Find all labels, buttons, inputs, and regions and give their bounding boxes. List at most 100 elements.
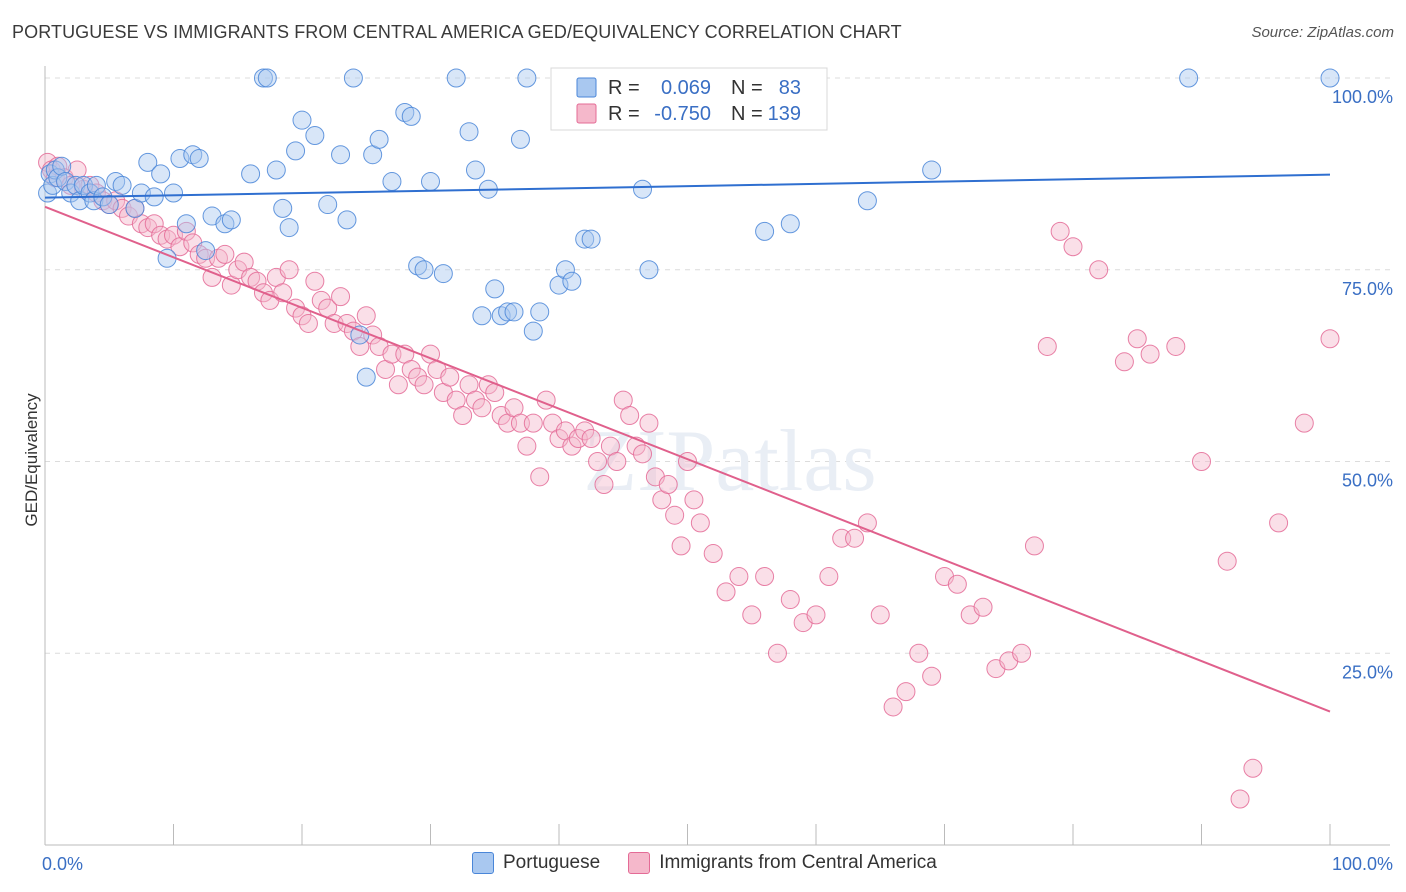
point-portuguese	[581, 229, 601, 249]
point-portuguese	[189, 149, 209, 169]
stats-n-value-portuguese: 83	[779, 77, 801, 99]
point-immigrants	[575, 421, 595, 441]
point-portuguese	[465, 160, 485, 180]
point-portuguese	[414, 260, 434, 280]
point-immigrants	[671, 536, 691, 556]
point-immigrants	[620, 405, 640, 425]
point-portuguese	[857, 191, 877, 211]
point-immigrants	[440, 367, 460, 387]
point-portuguese	[575, 229, 595, 249]
point-portuguese	[279, 218, 299, 238]
stats-swatch-portuguese	[576, 77, 597, 98]
point-immigrants	[356, 306, 376, 326]
point-portuguese	[755, 221, 775, 241]
point-immigrants	[273, 283, 293, 303]
point-portuguese	[131, 183, 151, 203]
point-portuguese	[286, 141, 306, 161]
point-immigrants	[305, 271, 325, 291]
point-immigrants	[562, 436, 582, 456]
point-portuguese	[639, 260, 659, 280]
point-immigrants	[1320, 329, 1340, 349]
y-tick-label: 75.0%	[1342, 279, 1393, 299]
point-immigrants	[80, 175, 100, 195]
point-immigrants	[742, 605, 762, 625]
point-immigrants	[716, 582, 736, 602]
point-portuguese	[421, 172, 440, 192]
point-immigrants	[388, 375, 408, 395]
stats-legend: R = 0.069 N = 83 R = -0.750 N = 139	[550, 67, 828, 131]
point-immigrants	[1127, 329, 1147, 349]
y-tick-label: 25.0%	[1342, 662, 1393, 682]
point-portuguese	[151, 164, 171, 184]
point-portuguese	[257, 68, 277, 88]
point-immigrants	[755, 567, 775, 587]
point-portuguese	[401, 106, 421, 126]
chart-source: Source: ZipAtlas.com	[1251, 24, 1394, 41]
point-immigrants	[1230, 789, 1250, 809]
point-immigrants	[298, 313, 318, 333]
stats-r-value-portuguese: 0.069	[661, 77, 711, 99]
point-immigrants	[1192, 452, 1211, 471]
legend-item-portuguese: Portuguese	[472, 852, 600, 874]
point-portuguese	[241, 164, 261, 184]
point-immigrants	[1024, 536, 1044, 556]
point-portuguese	[196, 241, 216, 261]
point-portuguese	[164, 183, 183, 203]
stats-n-value-immigrants: 139	[768, 103, 801, 125]
point-immigrants	[819, 567, 839, 587]
point-immigrants	[909, 643, 929, 663]
point-portuguese	[1179, 68, 1199, 88]
point-portuguese	[485, 279, 505, 299]
point-immigrants	[215, 244, 235, 264]
point-immigrants	[845, 528, 865, 548]
point-portuguese	[459, 122, 479, 142]
point-immigrants	[665, 505, 685, 525]
point-immigrants	[1050, 221, 1070, 241]
point-immigrants	[1140, 344, 1160, 364]
point-immigrants	[684, 490, 704, 510]
stats-r-value-immigrants: -0.750	[654, 103, 711, 125]
point-immigrants	[311, 290, 331, 310]
y-tick-label: 50.0%	[1342, 471, 1393, 491]
point-immigrants	[780, 590, 800, 610]
point-immigrants	[1012, 643, 1032, 663]
point-portuguese	[780, 214, 800, 234]
point-portuguese	[343, 68, 363, 88]
point-portuguese	[170, 149, 190, 169]
legend-swatch-immigrants	[628, 852, 651, 874]
legend-label-immigrants: Immigrants from Central America	[659, 852, 937, 873]
point-immigrants	[401, 359, 421, 379]
point-immigrants	[350, 336, 370, 356]
point-immigrants	[896, 682, 916, 702]
chart-title: PORTUGUESE VS IMMIGRANTS FROM CENTRAL AM…	[12, 22, 902, 42]
point-portuguese	[504, 302, 524, 322]
point-immigrants	[530, 467, 550, 487]
point-immigrants	[1037, 336, 1057, 356]
point-immigrants	[408, 367, 428, 387]
stats-r-label: R =	[608, 103, 640, 125]
point-portuguese	[356, 367, 376, 387]
axes	[44, 66, 1390, 846]
point-immigrants	[1114, 352, 1134, 372]
point-immigrants	[922, 666, 942, 686]
point-portuguese	[56, 172, 76, 192]
point-immigrants	[588, 452, 608, 471]
point-portuguese	[112, 175, 132, 195]
legend-item-immigrants: Immigrants from Central America	[628, 852, 937, 874]
point-portuguese	[433, 264, 453, 284]
point-immigrants	[202, 267, 222, 287]
trend-lines	[44, 173, 1331, 713]
point-immigrants	[1217, 551, 1237, 571]
point-immigrants	[806, 605, 826, 625]
point-portuguese	[337, 210, 357, 230]
series-immigrants-points	[38, 152, 1340, 809]
point-immigrants	[883, 697, 903, 717]
point-portuguese	[472, 306, 492, 326]
point-immigrants	[658, 475, 678, 495]
point-portuguese	[86, 175, 106, 195]
x-tick-label: 0.0%	[42, 854, 83, 874]
point-immigrants	[144, 214, 164, 234]
watermark: ZIPatlas	[583, 413, 876, 510]
point-portuguese	[523, 321, 543, 341]
